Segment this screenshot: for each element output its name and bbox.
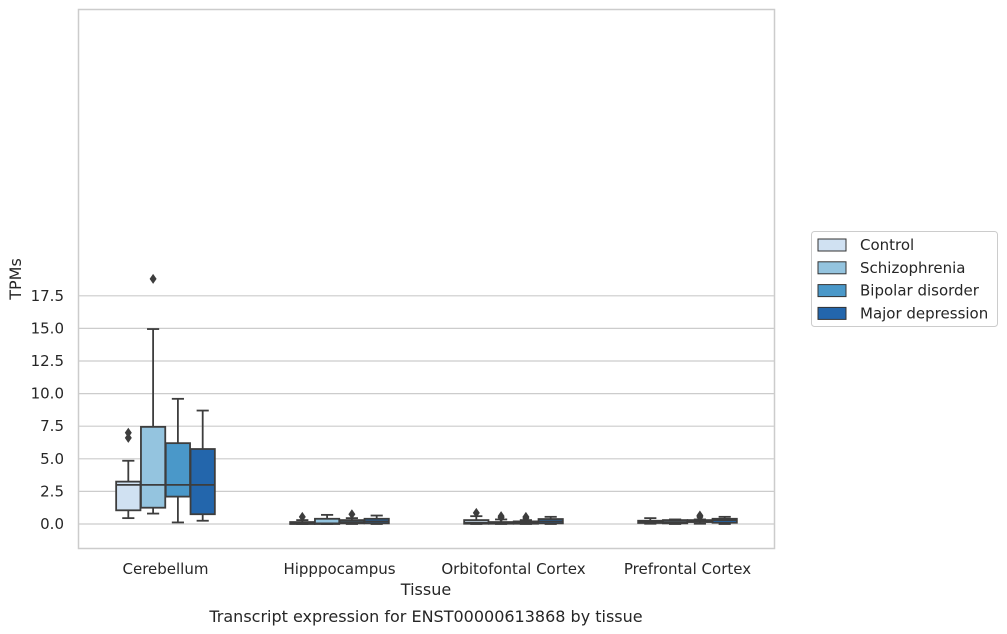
plot-area-frame (77, 8, 776, 550)
box-1-3 (363, 514, 390, 525)
legend-swatch (817, 284, 847, 298)
y-tick-label: 10.0 (31, 385, 64, 403)
x-tick-label: Hipppocampus (283, 560, 395, 578)
legend-label: Bipolar disorder (860, 282, 980, 300)
box-3-2 (686, 510, 713, 525)
x-tick-label: Cerebellum (123, 560, 209, 578)
box-0-2 (164, 397, 191, 524)
outlier-point (522, 511, 530, 522)
legend-swatch (817, 261, 847, 275)
box-iqr (189, 448, 216, 516)
y-tick-label: 15.0 (31, 319, 64, 337)
outlier-point (124, 427, 132, 438)
legend-items: Control Schizophrenia Bipolar disorder Majo… (817, 236, 988, 322)
box-1-1 (314, 513, 341, 525)
outlier-point (124, 432, 132, 443)
y-tick-label: 5.0 (40, 450, 64, 468)
x-tick-label: Prefrontal Cortex (624, 560, 751, 578)
y-tick-label: 7.5 (40, 417, 64, 435)
box-2-1 (488, 511, 515, 525)
legend-label: Schizophrenia (860, 259, 965, 277)
box-plots (115, 273, 738, 525)
box-2-0 (463, 507, 490, 525)
y-tick-label: 12.5 (31, 352, 64, 370)
x-axis-label: Tissue (400, 580, 451, 599)
y-tick-label: 17.5 (31, 287, 64, 305)
outlier-point (149, 273, 157, 284)
x-tick-label: Orbitofontal Cortex (441, 560, 585, 578)
legend-swatch (817, 238, 847, 252)
box-3-3 (711, 515, 738, 525)
outlier-point (348, 509, 356, 520)
y-tick-label: 2.5 (40, 482, 64, 500)
outlier-point (497, 511, 505, 522)
box-0-3 (189, 409, 216, 522)
y-tick-label: 0.0 (40, 515, 64, 533)
legend-swatch (817, 306, 847, 320)
box-0-1 (140, 273, 167, 515)
legend: Control Schizophrenia Bipolar disorder Majo… (811, 231, 998, 327)
outlier-point (472, 507, 480, 518)
chart-caption: Transcript expression for ENST0000061386… (208, 607, 642, 626)
box-3-0 (637, 517, 664, 525)
box-2-3 (537, 515, 564, 525)
legend-label: Major depression (860, 304, 988, 322)
box-iqr (140, 425, 167, 509)
box-iqr (164, 442, 191, 498)
box-1-0 (289, 511, 316, 525)
legend-frame (811, 231, 998, 327)
outlier-point (298, 511, 306, 522)
box-0-0 (115, 427, 142, 520)
y-tick-labels: 0.0 2.5 5.0 7.5 10.0 12.5 15.0 17.5 (31, 287, 64, 533)
box-1-2 (338, 509, 365, 525)
box-iqr (115, 480, 142, 512)
x-tick-labels: Cerebellum Hipppocampus Orbitofontal Corte… (123, 560, 752, 578)
outlier-point (696, 510, 704, 521)
legend-label: Control (860, 236, 914, 254)
box-2-2 (512, 511, 539, 525)
y-axis-label: TPMs (6, 258, 25, 301)
box-3-1 (662, 518, 689, 525)
